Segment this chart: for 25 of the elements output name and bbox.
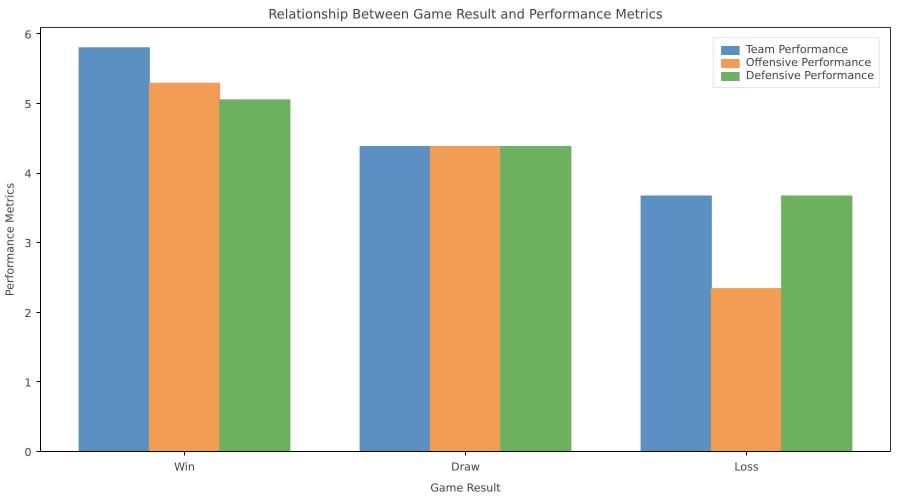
bar — [640, 195, 712, 452]
legend-label: Defensive Performance — [746, 69, 874, 82]
bar — [781, 195, 852, 452]
x-tick-label: Win — [174, 460, 195, 474]
bar — [219, 99, 290, 452]
bar — [500, 146, 572, 452]
y-tick-label: 2 — [24, 306, 32, 320]
legend-label: Offensive Performance — [746, 56, 872, 69]
y-tick-label: 1 — [24, 376, 32, 390]
y-tick-label: 5 — [24, 98, 32, 111]
bar — [148, 82, 220, 452]
bar — [710, 288, 782, 452]
x-axis-title: Game Result — [430, 482, 502, 494]
x-tick-label: Loss — [734, 460, 759, 474]
chart-title: Relationship Between Game Result and Performance Metrics — [268, 8, 663, 22]
y-tick-label: 4 — [24, 168, 32, 181]
y-axis-title: Performance Metrics — [4, 182, 16, 296]
legend-label: Team Performance — [746, 43, 848, 56]
bar — [78, 47, 150, 452]
x-tick-label: Draw — [451, 460, 480, 474]
y-tick-label: 3 — [24, 237, 32, 250]
y-tick-label: 0 — [24, 446, 32, 459]
bar — [430, 146, 502, 452]
y-tick-label: 6 — [24, 28, 32, 42]
bar — [360, 146, 431, 452]
